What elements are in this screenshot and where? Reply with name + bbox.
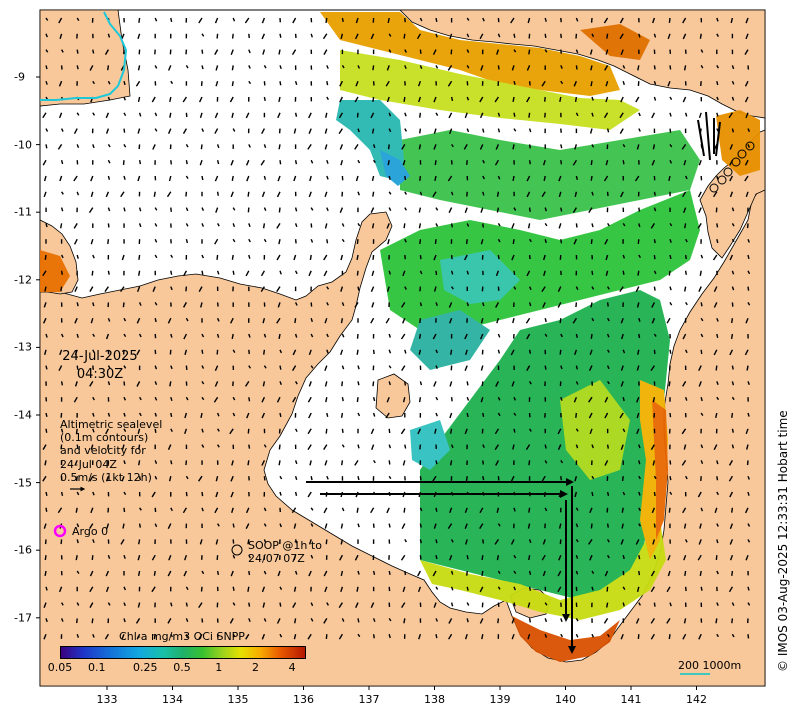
x-tick-label: 134 [162,693,183,706]
soop-track [697,111,755,193]
velocity-arrows [42,17,751,640]
altimetry-line-4: 24-Jul 04Z [60,457,117,471]
x-tick-label: 135 [227,693,249,706]
time-line: 04:30Z [76,367,124,382]
colorbar-tick-label: 2 [251,661,259,674]
altimetry-line-2: (0.1m contours) [60,431,149,445]
y-tick-label: -15 [14,476,32,490]
colorbar-title: Chl-a mg/m3 OCi SNPP [119,630,245,643]
x-tick-label: 138 [424,693,445,706]
argo-label: Argo 0 [72,525,109,538]
y-tick-label: -17 [14,611,32,625]
date-line: 24-Jul-2025 [62,349,138,364]
y-tick-label: -10 [14,138,32,152]
y-tick-label: -11 [14,205,32,219]
colorbar-tick-label: 0.1 [87,661,106,674]
x-tick-label: 133 [96,693,118,706]
x-tick-label: 136 [293,693,314,706]
x-tick-label: 142 [686,693,707,706]
argo-track-line [40,11,128,101]
scale-label: 200 1000m [678,659,742,672]
altimetry-line-3: and velocity for [60,444,146,458]
x-tick-label: 137 [358,693,380,706]
soop-line-1: SOOP @1h to [248,539,322,552]
colorbar [60,646,306,659]
y-tick-label: -14 [14,408,32,422]
colorbar-tick-label: 0.05 [47,661,73,674]
top-end-land [39,187,766,687]
y-tick-label: -13 [14,340,32,354]
argo-legend-marker [53,524,67,538]
y-tick-label: -12 [14,273,32,287]
soop-label: SOOP @1h to 24/07 07Z [248,539,322,565]
groote-eylandt [375,373,411,419]
colorbar-tick-label: 0.5 [173,661,191,674]
altimetry-line-5: 0.5m/s (1kt 12h) [60,470,152,484]
colorbar-tick-label: 0.25 [133,661,158,674]
colorbar-tick-label: 4 [288,661,296,674]
soop-line-2: 24/07 07Z [248,552,305,565]
timor-land [39,9,131,107]
strong-current-arrows [306,478,576,654]
credit-text: © IMOS 03-Aug-2025 12:33:31 Hobart time [776,410,790,672]
colorbar-tick-label: 1 [215,661,223,674]
x-tick-label: 139 [489,693,511,706]
altimetry-legend: Altimetric sealevel (0.1m contours) and … [60,418,162,484]
x-tick-label: 140 [555,693,576,706]
altimetry-line-1: Altimetric sealevel [60,418,163,431]
y-tick-label: -9 [14,70,25,84]
axis-ticks [36,76,697,690]
y-tick-label: -16 [14,543,32,557]
date-label: 24-Jul-2025 04:30Z [60,348,140,384]
soop-legend-marker [231,544,243,556]
x-tick-label: 141 [620,693,642,706]
